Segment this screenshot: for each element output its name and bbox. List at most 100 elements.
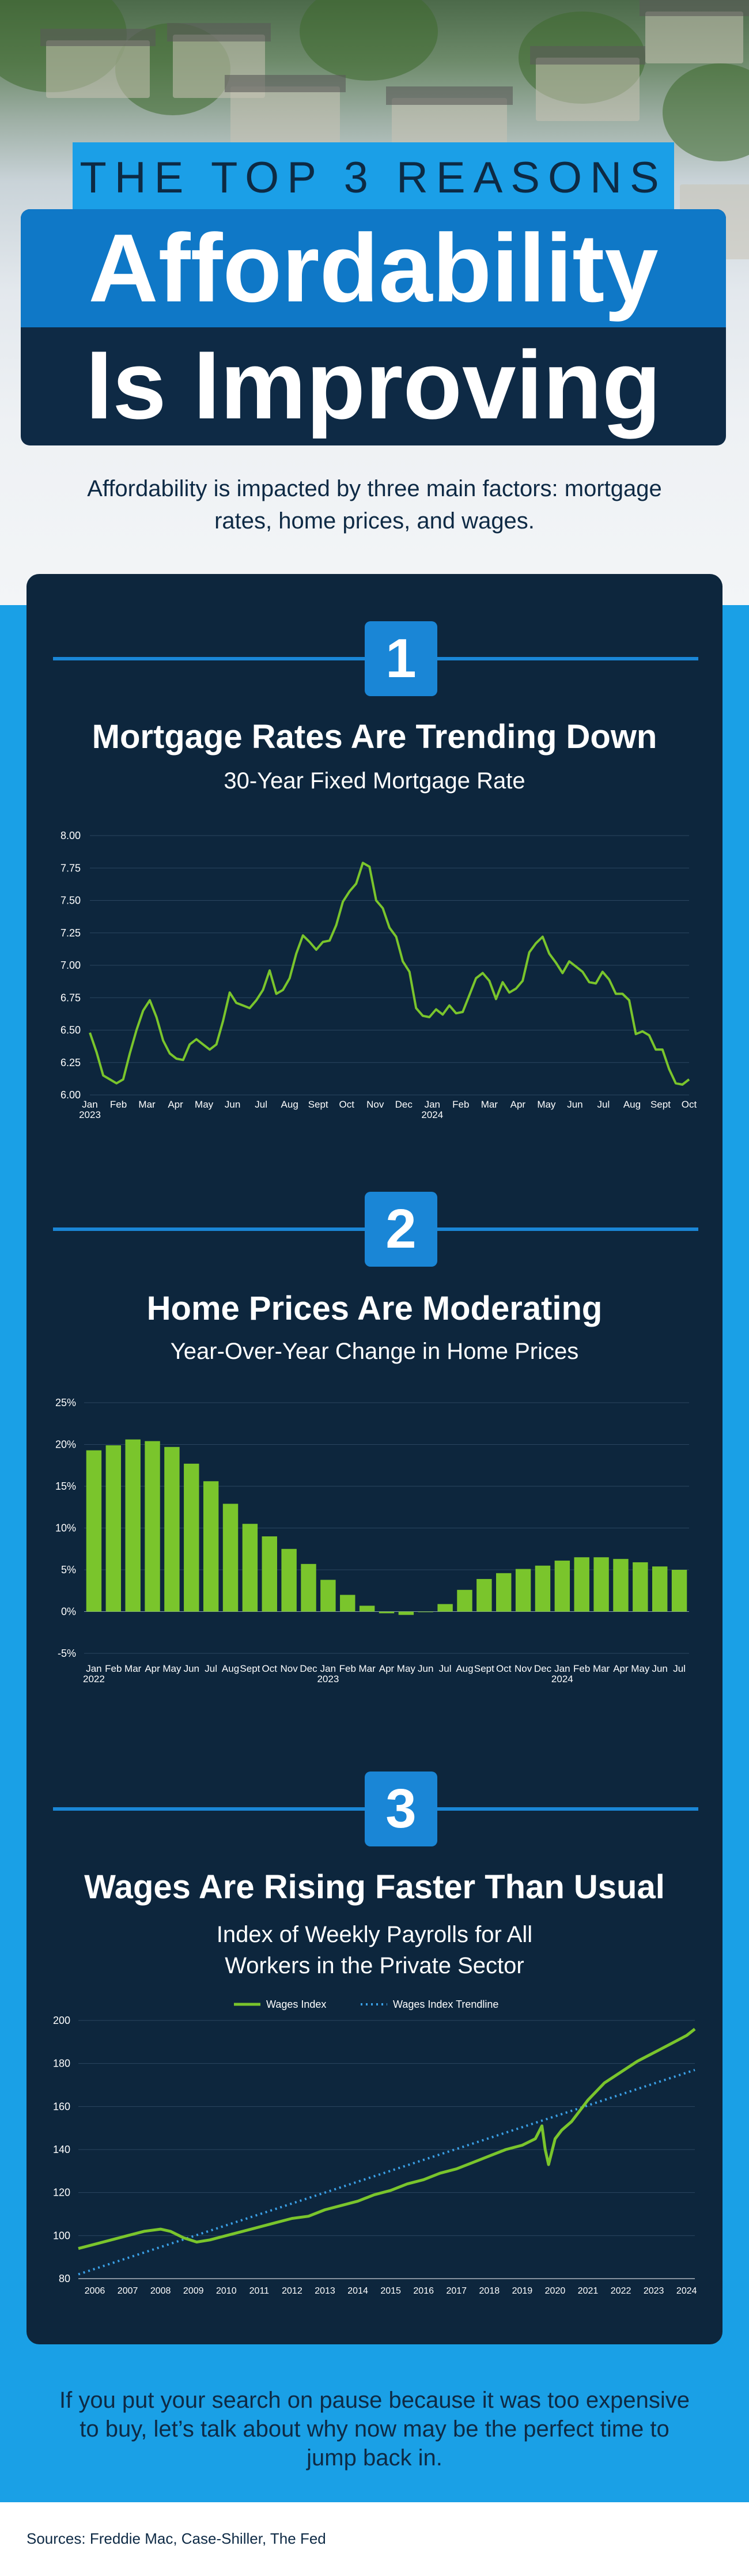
footer: Sources: Freddie Mac, Case-Shiller, The … <box>0 2502 749 2576</box>
x-tick-label: Dec <box>395 1099 413 1110</box>
price-bar <box>633 1562 648 1612</box>
y-tick-label: 25% <box>55 1397 76 1408</box>
x-tick-label: Apr <box>613 1663 629 1674</box>
price-bar <box>320 1580 336 1612</box>
section-number: 2 <box>365 1192 437 1267</box>
y-tick-label: 20% <box>55 1439 76 1451</box>
x-tick-label: Jun <box>652 1663 667 1674</box>
x-tick-label: Oct <box>496 1663 512 1674</box>
y-tick-label: 6.50 <box>60 1025 81 1036</box>
x-tick-label: Nov <box>366 1099 384 1110</box>
x-tick-label: Aug <box>623 1099 641 1110</box>
x-tick-label: Jul <box>255 1099 267 1110</box>
x-tick-label: Sept <box>474 1663 494 1674</box>
price-bar <box>340 1595 355 1612</box>
sources-text: Sources: Freddie Mac, Case-Shiller, The … <box>27 2530 326 2547</box>
price-bar <box>86 1450 102 1612</box>
y-tick-label: 6.75 <box>60 992 81 1003</box>
section-number: 1 <box>365 621 437 696</box>
price-bar <box>593 1557 609 1612</box>
y-tick-label: 180 <box>53 2058 70 2069</box>
y-tick-label: 7.25 <box>60 927 81 939</box>
price-bar <box>242 1524 258 1612</box>
price-bar <box>457 1589 472 1612</box>
price-bar <box>105 1445 122 1612</box>
x-tick-label: Jun <box>184 1663 199 1674</box>
x-tick-label: Feb <box>452 1099 469 1110</box>
y-tick-label: 10% <box>55 1523 76 1534</box>
x-tick-label: Oct <box>339 1099 354 1110</box>
y-tick-label: 160 <box>53 2101 70 2112</box>
x-tick-label: Mar <box>358 1663 376 1674</box>
x-tick-label: Jan 2024 <box>551 1663 573 1684</box>
mortgage-rate-line <box>89 862 690 1086</box>
content-panel: 1 Mortgage Rates Are Trending Down 30-Ye… <box>27 574 722 2344</box>
y-tick-label: 5% <box>61 1564 76 1576</box>
wages-index-line <box>78 2027 696 2250</box>
x-tick-label: 2020 <box>545 2286 566 2296</box>
x-tick-label: Aug <box>222 1663 239 1674</box>
x-tick-label: Aug <box>456 1663 473 1674</box>
x-tick-label: 2009 <box>183 2286 204 2296</box>
x-tick-label: Apr <box>379 1663 395 1674</box>
x-tick-label: Oct <box>682 1099 697 1110</box>
x-tick-label: 2021 <box>578 2286 599 2296</box>
x-tick-label: 2014 <box>347 2286 368 2296</box>
x-tick-label: Jun <box>567 1099 582 1110</box>
x-tick-label: Dec <box>534 1663 552 1674</box>
price-bar <box>359 1606 375 1612</box>
x-tick-label: 2017 <box>446 2286 467 2296</box>
x-tick-label: 2022 <box>611 2286 631 2296</box>
x-tick-label: Nov <box>515 1663 532 1674</box>
price-bar <box>554 1561 570 1612</box>
x-tick-label: Jan 2024 <box>421 1099 443 1120</box>
y-tick-label: 8.00 <box>60 830 81 841</box>
x-tick-label: 2018 <box>479 2286 500 2296</box>
price-bar <box>379 1611 395 1614</box>
x-tick-label: Jan 2022 <box>83 1663 105 1684</box>
price-bar <box>281 1548 297 1612</box>
price-bar <box>145 1441 160 1612</box>
title-band <box>21 209 726 327</box>
wages-trendline <box>78 2069 695 2276</box>
price-bar <box>496 1573 512 1612</box>
y-tick-label: 80 <box>59 2273 70 2284</box>
kicker-text: THE TOP 3 REASONS <box>80 153 667 202</box>
section-number: 3 <box>365 1772 437 1846</box>
y-tick-label: 0% <box>61 1606 76 1618</box>
kicker-banner: THE TOP 3 REASONS <box>73 142 674 214</box>
x-tick-label: Jun <box>418 1663 433 1674</box>
x-tick-label: May <box>162 1663 181 1674</box>
x-tick-label: Jan 2023 <box>317 1663 339 1684</box>
x-tick-label: Feb <box>573 1663 590 1674</box>
x-tick-label: 2023 <box>644 2286 664 2296</box>
price-bar <box>301 1563 316 1612</box>
x-tick-label: 2013 <box>315 2286 335 2296</box>
price-bar <box>574 1557 589 1612</box>
price-bar <box>535 1565 551 1612</box>
x-tick-label: Jun <box>225 1099 240 1110</box>
title-line-2: Is Improving <box>85 331 661 439</box>
x-tick-label: 2012 <box>282 2286 302 2296</box>
x-tick-label: May <box>397 1663 416 1674</box>
x-tick-label: 2019 <box>512 2286 533 2296</box>
y-tick-label: 200 <box>53 2015 70 2026</box>
x-tick-label: Mar <box>138 1099 156 1110</box>
x-tick-label: 2015 <box>380 2286 401 2296</box>
x-tick-label: Apr <box>510 1099 526 1110</box>
x-tick-label: Apr <box>168 1099 183 1110</box>
x-tick-label: 2024 <box>676 2286 697 2296</box>
x-tick-label: 2011 <box>249 2286 270 2296</box>
section-title: Wages Are Rising Faster Than Usual <box>84 1868 665 1906</box>
x-tick-label: Sept <box>650 1099 671 1110</box>
x-tick-label: Sept <box>240 1663 260 1674</box>
price-bar <box>476 1578 492 1612</box>
y-tick-label: 140 <box>53 2144 70 2155</box>
y-tick-label: 120 <box>53 2187 70 2199</box>
x-tick-label: Jul <box>673 1663 686 1674</box>
y-tick-label: 15% <box>55 1480 76 1492</box>
price-bar <box>203 1481 219 1612</box>
x-tick-label: Jul <box>205 1663 217 1674</box>
x-tick-label: Apr <box>145 1663 160 1674</box>
price-bar <box>262 1536 277 1612</box>
